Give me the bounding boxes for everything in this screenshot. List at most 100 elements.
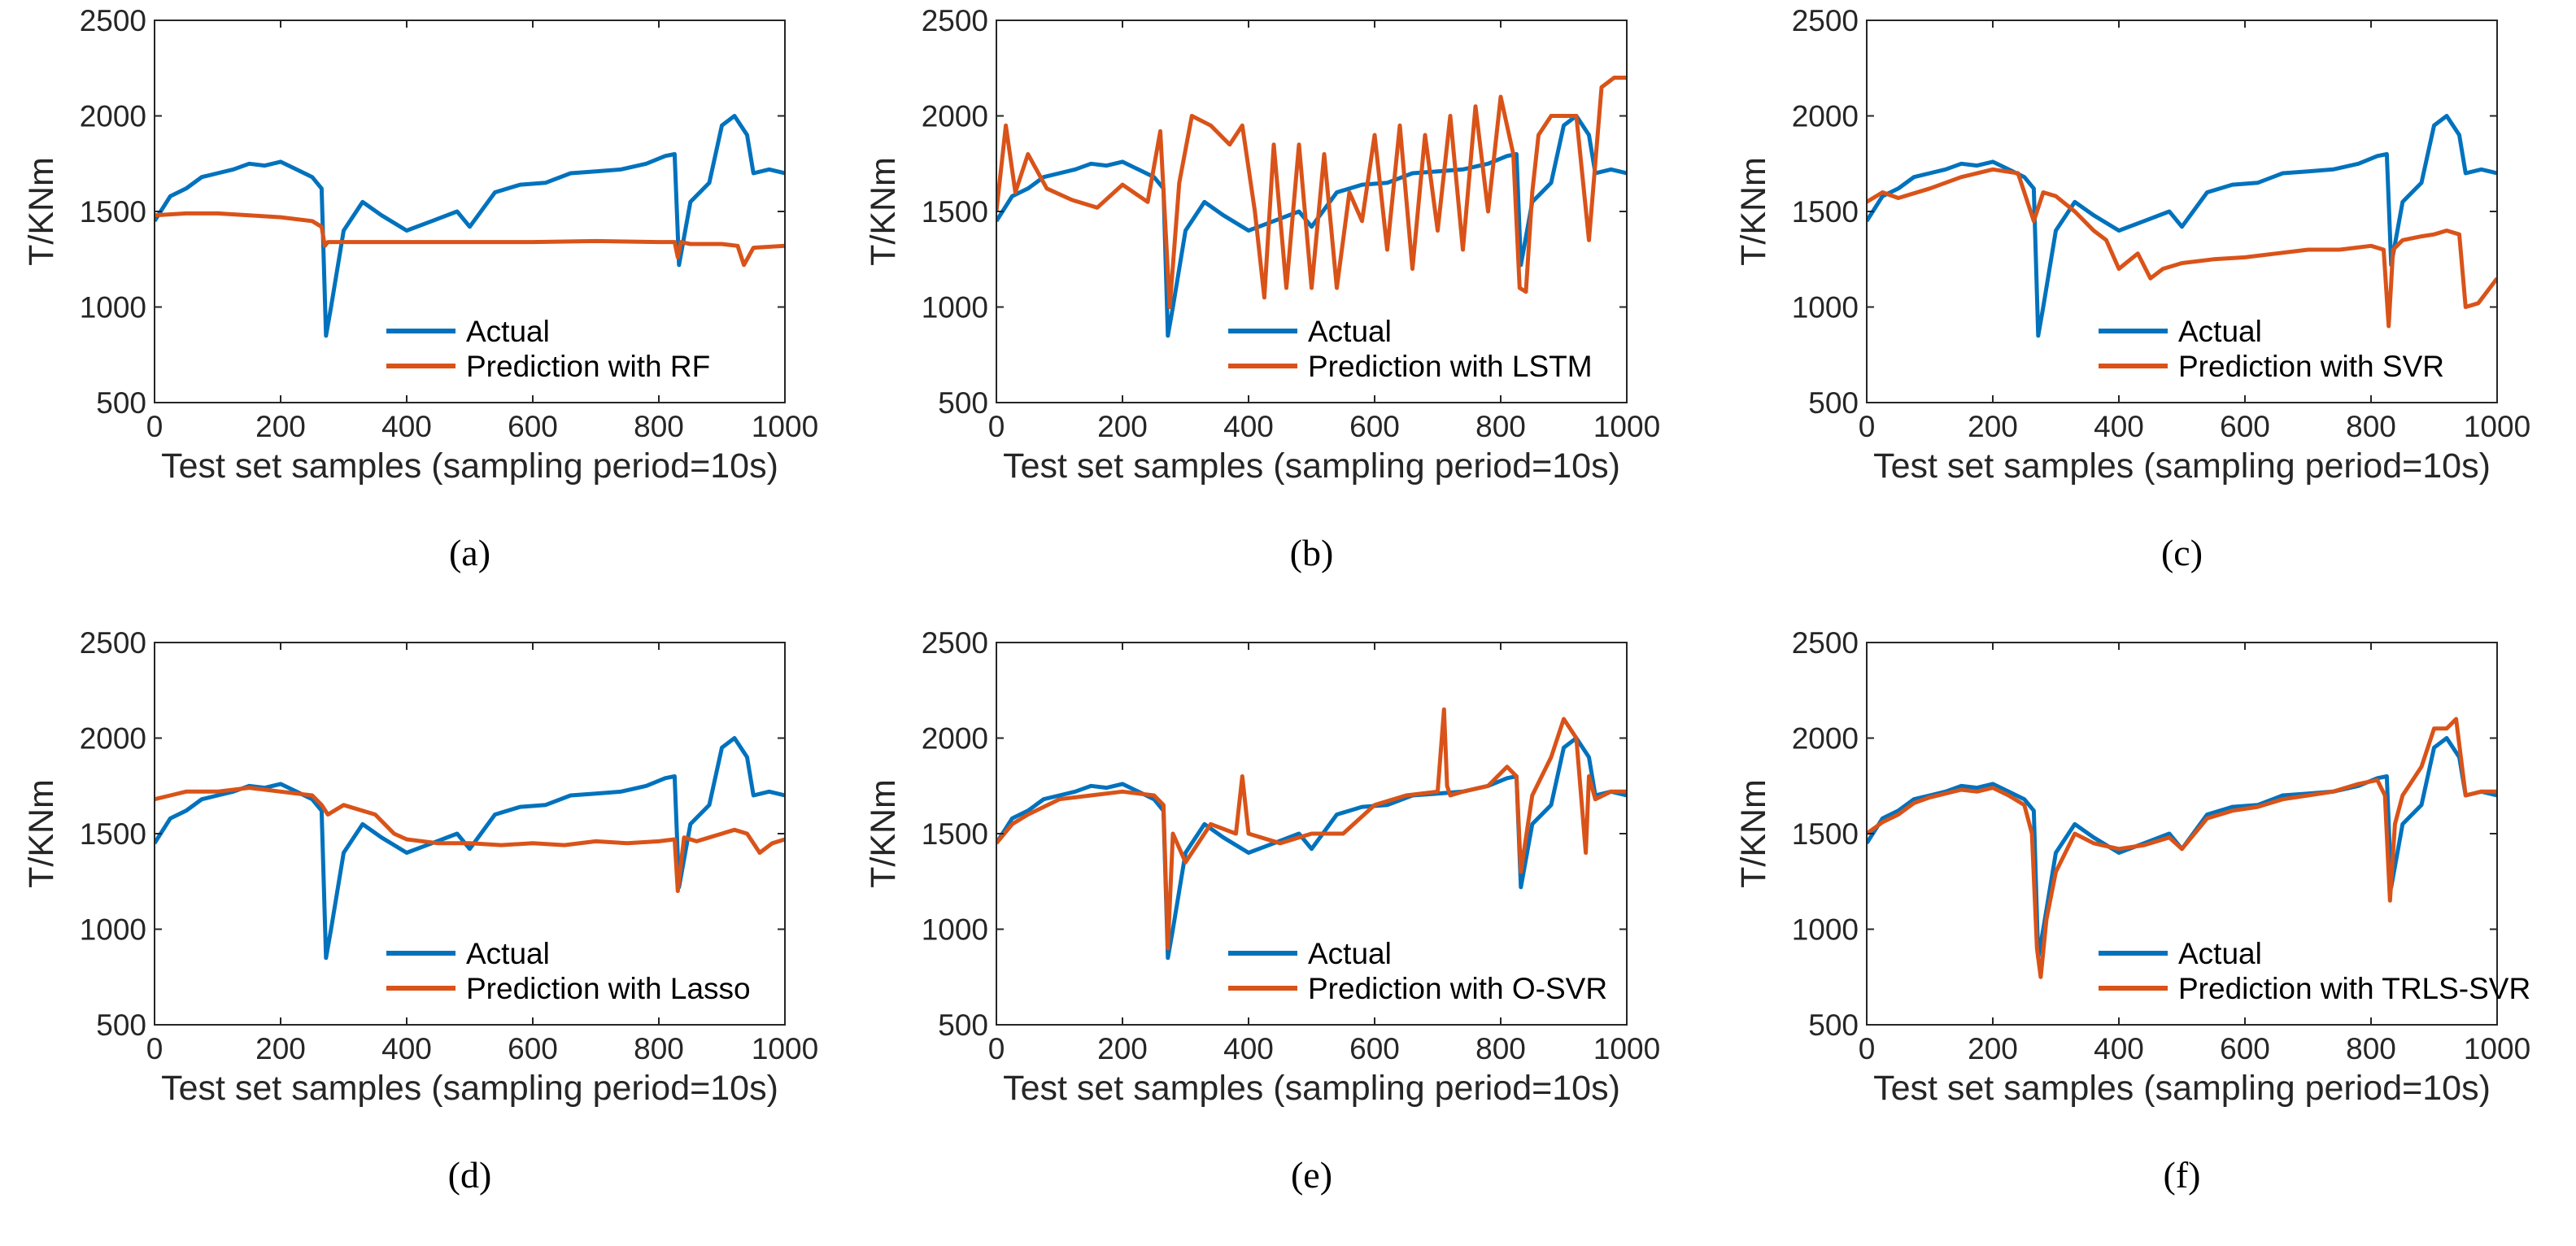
legend-label-actual: Actual: [1308, 937, 1392, 970]
legend-label-prediction: Prediction with SVR: [2178, 350, 2444, 383]
y-tick-label: 2500: [80, 626, 146, 660]
x-tick-label: 600: [1349, 410, 1400, 443]
series-actual-line: [1867, 736, 2497, 961]
y-tick-label: 1000: [922, 291, 988, 325]
chart-panel-3: 0 200 400 600 800 1000 500 1000 1500 2000 2500 Test…: [1734, 4, 2530, 573]
x-tick-label: 800: [634, 1032, 684, 1065]
y-tick-label: 500: [1808, 1009, 1859, 1042]
x-tick-label: 1000: [752, 1032, 818, 1065]
y-tick-label: 500: [938, 386, 988, 420]
x-tick-label: 200: [1097, 1032, 1148, 1065]
x-tick-label: 800: [1475, 1032, 1526, 1065]
legend-label-actual: Actual: [2178, 937, 2262, 970]
y-axis-label: T/KNm: [864, 157, 903, 266]
y-tick-label: 2000: [1792, 722, 1859, 756]
chart-panel-5: 0 200 400 600 800 1000 500 1000 1500 2000 2500 Test…: [864, 626, 1660, 1196]
x-tick-label: 600: [2220, 1032, 2270, 1065]
y-tick-label: 2000: [80, 722, 146, 756]
y-tick-label: 2500: [922, 4, 988, 37]
y-tick-label: 2000: [80, 100, 146, 133]
panel-caption: (a): [449, 532, 490, 573]
y-tick-label: 1500: [80, 195, 146, 229]
panel-caption: (c): [2161, 532, 2203, 573]
chart-panel-6: 0 200 400 600 800 1000 500 1000 1500 2000 2500 Test…: [1734, 626, 2530, 1196]
y-tick-label: 2000: [1792, 100, 1859, 133]
x-tick-label: 400: [1223, 1032, 1274, 1065]
x-tick-label: 200: [1097, 410, 1148, 443]
y-tick-label: 500: [938, 1009, 988, 1042]
series-actual-line: [1867, 114, 2497, 338]
x-axis-label: Test set samples (sampling period=10s): [1873, 1069, 2491, 1108]
y-tick-label: 500: [1808, 386, 1859, 420]
x-tick-label: 800: [634, 410, 684, 443]
series-prediction-line: [155, 211, 785, 268]
x-tick-label: 1000: [1593, 1032, 1660, 1065]
y-tick-label: 1000: [1792, 913, 1859, 947]
x-tick-label: 0: [988, 410, 1005, 443]
x-axis-label: Test set samples (sampling period=10s): [1873, 447, 2491, 486]
x-tick-label: 400: [381, 410, 432, 443]
x-tick-label: 800: [1475, 410, 1526, 443]
panel-caption: (b): [1290, 532, 1334, 573]
series-prediction-line: [155, 786, 785, 893]
y-axis-label: T/KNm: [22, 157, 61, 266]
series-prediction-line: [996, 707, 1627, 951]
x-tick-label: 400: [1223, 410, 1274, 443]
x-tick-label: 0: [1859, 410, 1876, 443]
series-prediction-line: [1867, 167, 2497, 329]
chart-panel-1: 0 200 400 600 800 1000 500 1000 1500 2000 2500 Test…: [22, 4, 818, 573]
x-tick-label: 1000: [2464, 1032, 2530, 1065]
y-tick-label: 1500: [922, 195, 988, 229]
legend-label-prediction: Prediction with O-SVR: [1308, 972, 1607, 1005]
x-tick-label: 400: [381, 1032, 432, 1065]
x-tick-label: 200: [1968, 1032, 2018, 1065]
x-tick-label: 600: [1349, 1032, 1400, 1065]
y-tick-label: 2500: [922, 626, 988, 660]
y-tick-label: 2500: [1792, 626, 1859, 660]
legend-label-actual: Actual: [2178, 315, 2262, 348]
x-axis-label: Test set samples (sampling period=10s): [1003, 447, 1620, 486]
legend-label-prediction: Prediction with LSTM: [1308, 350, 1593, 383]
series-prediction-line: [996, 76, 1627, 309]
y-tick-label: 500: [96, 386, 146, 420]
y-tick-label: 1000: [922, 913, 988, 947]
x-tick-label: 800: [2346, 410, 2396, 443]
panel-caption: (e): [1291, 1154, 1332, 1196]
x-tick-label: 400: [2094, 410, 2144, 443]
y-tick-label: 1500: [1792, 195, 1859, 229]
y-tick-label: 1500: [80, 817, 146, 851]
chart-panel-4: 0 200 400 600 800 1000 500 1000 1500 2000 2500 Test…: [22, 626, 818, 1196]
legend-label-actual: Actual: [466, 315, 550, 348]
x-tick-label: 1000: [1593, 410, 1660, 443]
x-tick-label: 0: [146, 410, 163, 443]
legend-label-actual: Actual: [1308, 315, 1392, 348]
x-tick-label: 200: [255, 1032, 306, 1065]
y-axis-label: T/KNm: [22, 779, 61, 888]
series-actual-line: [155, 736, 785, 961]
legend-label-prediction: Prediction with Lasso: [466, 972, 751, 1005]
x-axis-label: Test set samples (sampling period=10s): [161, 447, 778, 486]
x-tick-label: 1000: [2464, 410, 2530, 443]
y-tick-label: 1000: [80, 913, 146, 947]
y-tick-label: 2000: [922, 100, 988, 133]
panel-caption: (d): [448, 1154, 492, 1196]
y-tick-label: 1000: [80, 291, 146, 325]
y-axis-label: T/KNm: [1734, 779, 1773, 888]
y-tick-label: 2000: [922, 722, 988, 756]
panel-caption: (f): [2164, 1154, 2201, 1196]
x-tick-label: 0: [988, 1032, 1005, 1065]
x-tick-label: 400: [2094, 1032, 2144, 1065]
x-tick-label: 0: [146, 1032, 163, 1065]
x-axis-label: Test set samples (sampling period=10s): [1003, 1069, 1620, 1108]
y-tick-label: 2500: [1792, 4, 1859, 37]
y-tick-label: 1000: [1792, 291, 1859, 325]
x-tick-label: 1000: [752, 410, 818, 443]
y-tick-label: 500: [96, 1009, 146, 1042]
